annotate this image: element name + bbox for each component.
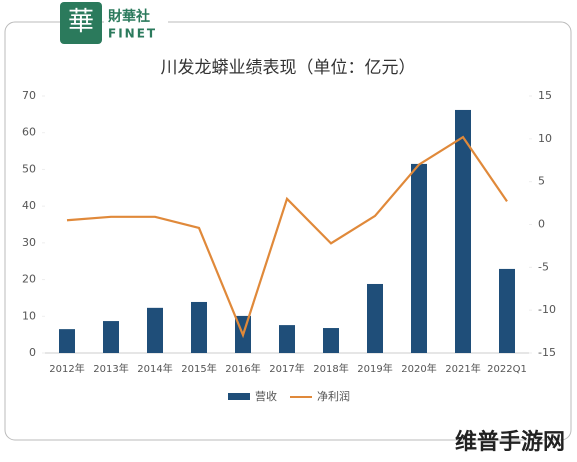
bar [367,283,383,353]
y2-tick-label: 0 [538,218,545,231]
x-tick-label: 2020年 [401,362,436,375]
y2-tick-label: 10 [538,132,552,145]
bar [279,325,295,353]
legend-label: 营收 [255,389,277,403]
logo-bg [104,6,168,42]
y-tick-label: 20 [22,273,36,286]
y2-tick-label: 15 [538,89,552,102]
y-tick-label: 50 [22,162,36,175]
bar [191,301,207,353]
y-tick-label: 10 [22,309,36,322]
bar [499,268,515,353]
x-tick-label: 2012年 [49,362,84,375]
logo-sub: FINET [108,27,157,41]
legend-swatch [228,393,250,400]
x-tick-label: 2021年 [445,362,480,375]
logo-mark [60,2,102,44]
x-tick-label: 2022Q1 [487,364,527,375]
x-tick-label: 2015年 [181,362,216,375]
y-tick-label: 30 [22,236,36,249]
y-tick-label: 0 [29,346,36,359]
x-tick-label: 2014年 [137,362,172,375]
frame [4,21,572,441]
x-tick-label: 2019年 [357,362,392,375]
y2-tick-label: -15 [538,346,556,359]
bar [411,163,427,353]
legend-label: 净利润 [317,389,350,403]
logo-glyph: 華 [68,7,94,37]
x-tick-label: 2013年 [93,362,128,375]
bar [323,328,339,353]
logo-name: 財華社 [107,8,150,25]
y2-tick-label: -5 [538,260,549,273]
x-tick-label: 2017年 [269,362,304,375]
bar [59,329,75,353]
y-tick-label: 60 [22,126,36,139]
watermark: 维普手游网 [455,429,565,455]
chart-title: 川发龙蟒业绩表现（单位：亿元） [161,58,416,78]
bar [103,321,119,353]
y-tick-label: 70 [22,89,36,102]
line [66,135,508,339]
y2-tick-label: 5 [538,175,545,188]
y2-tick-label: -10 [538,303,556,316]
y-tick-label: 40 [22,199,36,212]
bar [147,307,163,353]
x-tick-label: 2018年 [313,362,348,375]
bar [455,109,471,353]
x-tick-label: 2016年 [225,362,260,375]
